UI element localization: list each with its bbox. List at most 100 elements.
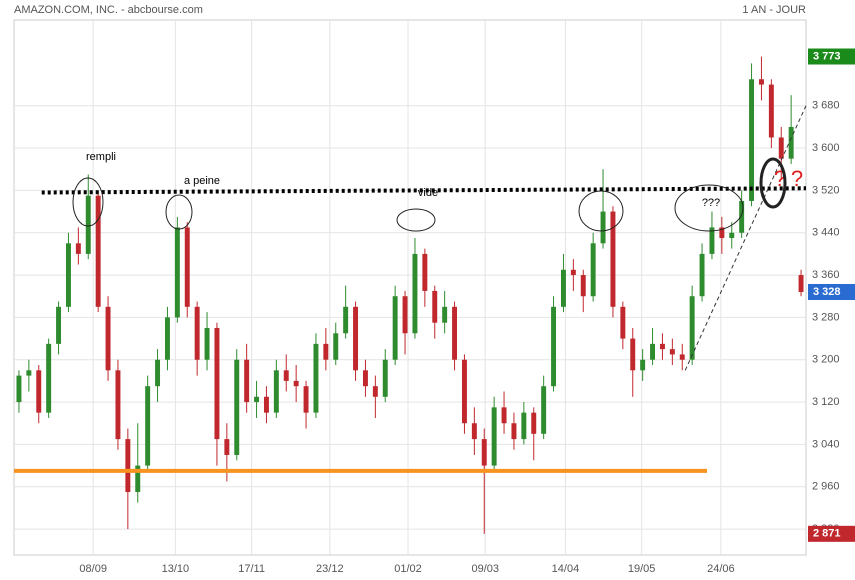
- candle-body: [719, 227, 725, 239]
- ellipse: [72, 177, 104, 227]
- candle-body: [145, 386, 151, 466]
- period-label: 1 AN - JOUR: [742, 4, 806, 16]
- candle-body: [65, 243, 71, 307]
- ellipse: [578, 190, 624, 232]
- candle-body: [382, 359, 388, 397]
- candle-body: [471, 423, 477, 440]
- candle-body: [798, 275, 804, 292]
- annotation: vide: [418, 187, 438, 199]
- candle-body: [194, 306, 200, 360]
- candle-body: [442, 306, 448, 323]
- overlay-line: [41, 186, 807, 195]
- ellipse: [759, 157, 787, 209]
- candle-body: [729, 232, 735, 239]
- candle-body: [432, 290, 438, 323]
- candle-body: [531, 412, 537, 434]
- candle-body: [402, 296, 408, 334]
- x-tick-label: 01/02: [394, 563, 422, 575]
- candle-body: [778, 137, 784, 159]
- candle-body: [75, 243, 81, 254]
- candle-body: [768, 84, 774, 138]
- candle-body: [16, 375, 22, 403]
- candle-body: [669, 349, 675, 355]
- price-label: 3 773: [813, 50, 841, 62]
- x-tick-label: 13/10: [162, 563, 190, 575]
- candle-body: [204, 327, 210, 360]
- candle-body: [491, 407, 497, 466]
- candle-body: [461, 359, 467, 424]
- candle-body: [412, 253, 418, 334]
- y-tick-label: 3 120: [812, 396, 840, 408]
- candle-body: [85, 195, 91, 254]
- y-tick-label: 3 680: [812, 100, 840, 112]
- candle-body: [640, 359, 646, 371]
- candle-body: [135, 465, 141, 493]
- candle-body: [95, 195, 101, 307]
- candle-body: [174, 227, 180, 318]
- candle-body: [343, 306, 349, 334]
- candle-body: [234, 359, 240, 455]
- candle-body: [610, 211, 616, 307]
- x-tick-label: 08/09: [79, 563, 107, 575]
- annotation: a peine: [184, 175, 220, 187]
- candle-body: [659, 343, 665, 350]
- y-tick-label: 3 360: [812, 269, 840, 281]
- candle-body: [788, 126, 794, 159]
- candle-body: [115, 370, 121, 440]
- candle-body: [422, 253, 428, 291]
- candle-body: [679, 354, 685, 360]
- candle-body: [501, 407, 507, 424]
- candle-body: [244, 359, 250, 403]
- y-tick-label: 2 960: [812, 481, 840, 493]
- price-box: [808, 283, 855, 300]
- candle-body: [303, 386, 309, 413]
- candle-body: [600, 211, 606, 244]
- y-tick-label: 3 520: [812, 184, 840, 196]
- chart-title: AMAZON.COM, INC. - abcbourse.com: [14, 4, 203, 16]
- price-box: [808, 48, 855, 65]
- annotation: ?: [791, 166, 803, 191]
- candle-body: [273, 370, 279, 413]
- price-box: [808, 525, 855, 542]
- candle-body: [758, 79, 764, 85]
- ellipse: [674, 184, 744, 232]
- price-label: 3 328: [813, 286, 841, 298]
- candle-body: [362, 370, 368, 387]
- ellipse: [396, 208, 436, 232]
- candle-body: [551, 306, 557, 387]
- annotation: ???: [702, 197, 720, 209]
- x-tick-label: 09/03: [471, 563, 499, 575]
- candle-body: [353, 306, 359, 371]
- x-tick-label: 19/05: [628, 563, 656, 575]
- x-tick-label: 17/11: [238, 563, 265, 575]
- candle-body: [709, 227, 715, 254]
- candle-body: [590, 243, 596, 297]
- candle-body: [26, 370, 32, 376]
- candle-body: [214, 327, 220, 440]
- x-tick-label: 14/04: [552, 563, 580, 575]
- candle-body: [372, 386, 378, 397]
- candle-body: [155, 359, 161, 387]
- y-tick-label: 3 040: [812, 438, 840, 450]
- candle-body: [521, 412, 527, 440]
- candle-body: [570, 269, 576, 276]
- candle-body: [699, 253, 705, 297]
- candle-body: [36, 370, 42, 413]
- y-tick-label: 3 280: [812, 311, 840, 323]
- candle-body: [630, 338, 636, 371]
- candle-body: [560, 269, 566, 307]
- candle-body: [254, 396, 260, 403]
- candle-body: [105, 306, 111, 371]
- candle-body: [333, 333, 339, 360]
- y-tick-label: 3 200: [812, 354, 840, 366]
- candle-body: [313, 343, 319, 413]
- candle-body: [620, 306, 626, 339]
- candle-body: [452, 306, 458, 360]
- candle-body: [46, 343, 52, 413]
- candle-body: [164, 317, 170, 360]
- annotation-shapes: [72, 157, 787, 232]
- y-tick-label: 3 440: [812, 227, 840, 239]
- candle-body: [323, 343, 329, 360]
- annotation: rempli: [86, 151, 116, 163]
- candle-body: [392, 296, 398, 360]
